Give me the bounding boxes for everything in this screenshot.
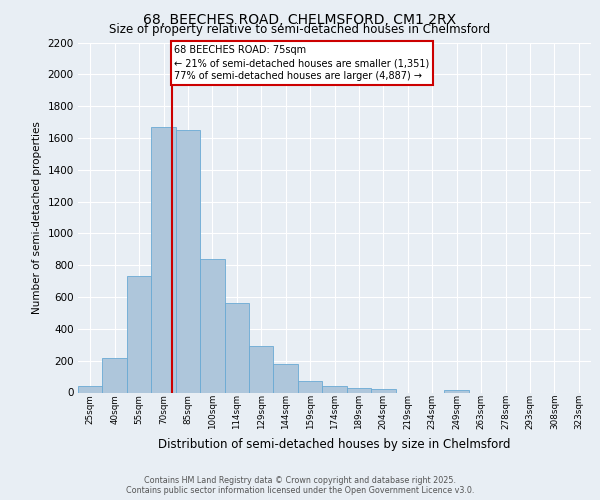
Bar [176, 130, 200, 392]
Bar [151, 127, 176, 392]
Bar [274, 364, 298, 392]
Bar [224, 304, 249, 392]
Bar [249, 346, 274, 393]
Bar [347, 388, 371, 392]
Bar [322, 386, 347, 392]
Text: 68 BEECHES ROAD: 75sqm
← 21% of semi-detached houses are smaller (1,351)
77% of : 68 BEECHES ROAD: 75sqm ← 21% of semi-det… [174, 45, 429, 82]
Y-axis label: Number of semi-detached properties: Number of semi-detached properties [32, 121, 42, 314]
Bar [298, 382, 322, 392]
Bar [78, 386, 103, 392]
Bar [127, 276, 151, 392]
Text: Size of property relative to semi-detached houses in Chelmsford: Size of property relative to semi-detach… [109, 24, 491, 36]
Text: Contains HM Land Registry data © Crown copyright and database right 2025.: Contains HM Land Registry data © Crown c… [144, 476, 456, 485]
Text: 68, BEECHES ROAD, CHELMSFORD, CM1 2RX: 68, BEECHES ROAD, CHELMSFORD, CM1 2RX [143, 12, 457, 26]
X-axis label: Distribution of semi-detached houses by size in Chelmsford: Distribution of semi-detached houses by … [158, 438, 511, 450]
Bar [371, 390, 395, 392]
Bar [200, 259, 224, 392]
Bar [445, 390, 469, 392]
Text: Contains public sector information licensed under the Open Government Licence v3: Contains public sector information licen… [126, 486, 474, 495]
Bar [103, 358, 127, 392]
